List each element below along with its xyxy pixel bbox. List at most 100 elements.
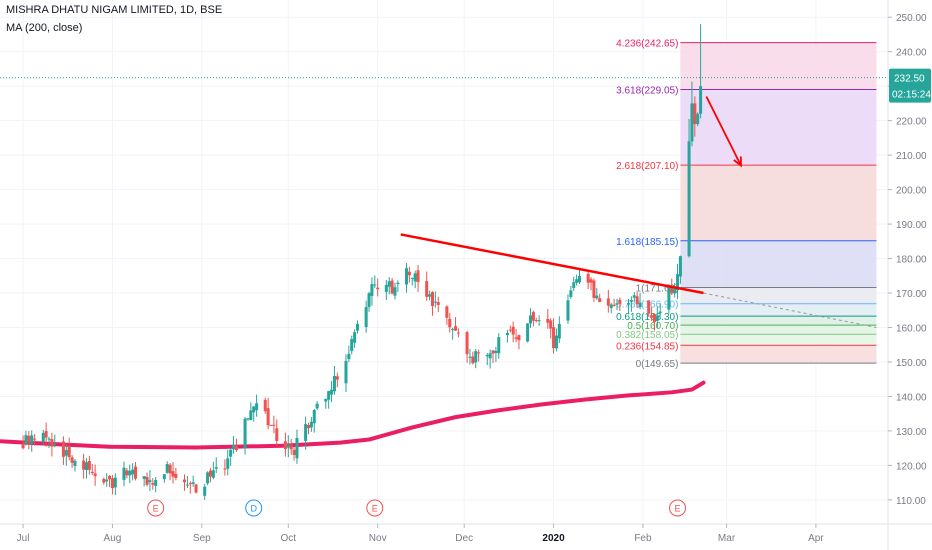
candle-body [82,460,86,470]
candle-body [632,295,636,298]
candle-body [517,335,521,341]
event-marker[interactable] [366,499,384,517]
candle-body [145,477,149,485]
candle-body [690,103,694,142]
candle-body [465,332,469,355]
y-tick-label: 130.00 [896,427,927,438]
candle-body [327,391,331,400]
candle-body [696,113,700,125]
drawings[interactable] [400,96,877,328]
candle-body [396,282,400,285]
candle-body [347,353,351,360]
candle-body [566,300,570,321]
candle-body [448,318,452,328]
x-tick-label: Oct [281,533,297,544]
candle-body [315,403,319,409]
price-badge [889,68,931,103]
fib-zone [680,303,877,317]
candle-body [528,315,533,324]
candle-body [171,471,175,477]
moving-average-200 [0,380,706,450]
candle-body [425,281,429,297]
candle-body [188,483,192,485]
candle-body [430,292,434,307]
candle-body [234,445,238,451]
trend-line[interactable] [400,233,704,295]
candle-body [407,271,411,276]
candle-body [252,406,256,413]
candle-body [214,467,218,469]
candle-body [552,327,556,349]
candle-body [168,464,172,474]
candle-body [344,361,348,384]
candle-body [554,335,558,349]
target-arrow-head [733,156,742,168]
chart-title: MISHRA DHATU NIGAM LIMITED, 1D, BSE [6,4,223,16]
y-tick-label: 150.00 [896,358,927,369]
target-arrow[interactable] [705,96,742,166]
candle-body [627,302,631,305]
candle-body [471,356,475,364]
event-marker[interactable] [147,499,165,517]
event-marker[interactable] [669,499,687,517]
candle-body [44,431,48,438]
candle-body [670,287,674,294]
candle-body [454,326,458,331]
trend-line-extension[interactable] [703,292,877,328]
y-tick-label: 200.00 [896,186,927,197]
candle-body [162,474,166,480]
candle-body [50,439,54,447]
candle-body [598,298,602,303]
candle-body [629,300,633,302]
candle-body [456,332,460,334]
event-marker[interactable] [245,499,263,517]
fib-zone [680,316,877,326]
candle-body [203,486,207,496]
fibonacci-retracement[interactable]: 0(149.65) 0.236(154.85)0.382(158.05)0.5(1… [616,39,877,371]
fib-level-label: 0(149.65) [636,359,679,370]
candle-body [64,450,68,456]
fib-level-label: 4.236(242.65) [616,39,678,50]
y-tick-label: 190.00 [896,220,927,231]
candle-body [589,279,593,283]
candle-body [673,287,677,294]
candle-body [549,320,553,329]
candle-body [223,468,227,470]
candle-body [295,437,299,459]
candle-body [387,281,391,287]
candle-body [306,425,311,429]
candle-body [324,398,328,402]
candle-body [612,304,616,306]
candle-body [350,339,354,351]
candle-body [113,477,117,488]
candle-body [595,295,599,299]
price-badge-value: 232.50 [894,74,925,85]
candle-body [286,444,290,448]
fib-zone [680,165,877,241]
candle-body [110,478,114,489]
fib-zone [680,240,877,288]
candle-body [526,323,530,342]
x-tick-label: Feb [634,533,652,544]
fib-zone [680,325,877,335]
candle-body [67,446,71,458]
candle-body [577,276,582,283]
candle-body [699,86,703,114]
y-tick-label: 250.00 [896,13,927,24]
candle-body [405,268,409,285]
x-tick-label: Sep [193,533,211,544]
candle-body [667,286,671,310]
candle-body [133,466,138,479]
candle-body [90,471,94,474]
candle-body [364,307,368,328]
y-tick-label: 210.00 [896,151,927,162]
candle-body [183,479,187,483]
candle-body [125,470,129,476]
candle-body [108,475,112,480]
candle-body [330,389,334,395]
candle-body [514,337,518,339]
